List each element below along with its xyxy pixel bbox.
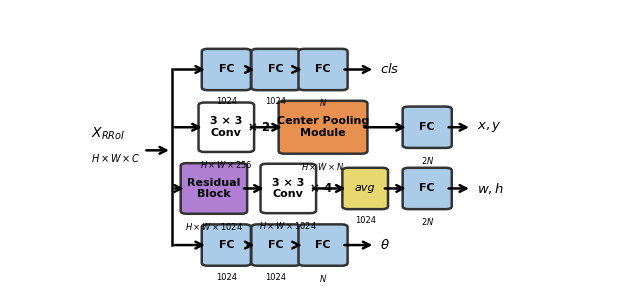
Text: $x, y$: $x, y$ xyxy=(477,120,502,134)
Text: 1024: 1024 xyxy=(355,216,376,225)
Text: $H\times W\times 256$: $H\times W\times 256$ xyxy=(200,159,253,170)
Text: Residual
Block: Residual Block xyxy=(188,178,241,199)
Text: $cls$: $cls$ xyxy=(380,62,399,76)
Text: FC: FC xyxy=(268,240,284,250)
Text: $2N$: $2N$ xyxy=(420,216,434,227)
FancyBboxPatch shape xyxy=(298,224,348,266)
Text: 1024: 1024 xyxy=(266,273,287,282)
Text: $θ$: $θ$ xyxy=(380,238,390,252)
Text: 1024: 1024 xyxy=(216,273,237,282)
Text: × 2: × 2 xyxy=(248,121,270,134)
Text: $H\times W\times N$: $H\times W\times N$ xyxy=(301,160,344,172)
Text: FC: FC xyxy=(316,64,331,74)
Text: FC: FC xyxy=(419,122,435,132)
Text: $X_{RRoI}$: $X_{RRoI}$ xyxy=(91,126,125,142)
Text: 1024: 1024 xyxy=(216,97,237,106)
Text: 3 × 3
Conv: 3 × 3 Conv xyxy=(272,178,305,199)
Text: 3 × 3
Conv: 3 × 3 Conv xyxy=(210,116,243,138)
FancyBboxPatch shape xyxy=(180,163,247,214)
Text: FC: FC xyxy=(419,184,435,194)
Text: FC: FC xyxy=(218,64,234,74)
Text: FC: FC xyxy=(218,240,234,250)
Text: $H\times W\times C$: $H\times W\times C$ xyxy=(91,152,141,164)
Text: $N$: $N$ xyxy=(319,97,327,108)
FancyBboxPatch shape xyxy=(198,103,254,152)
Text: 1024: 1024 xyxy=(266,97,287,106)
Text: avg: avg xyxy=(355,184,376,194)
FancyBboxPatch shape xyxy=(202,224,251,266)
FancyBboxPatch shape xyxy=(202,49,251,90)
FancyBboxPatch shape xyxy=(403,168,452,209)
Text: $H\times W\times 1024$: $H\times W\times 1024$ xyxy=(259,220,317,231)
FancyBboxPatch shape xyxy=(298,49,348,90)
Text: $H\times W\times 1024$: $H\times W\times 1024$ xyxy=(185,221,243,232)
FancyBboxPatch shape xyxy=(260,164,316,213)
FancyBboxPatch shape xyxy=(342,168,388,209)
Text: $2N$: $2N$ xyxy=(420,155,434,166)
Text: Center Pooling
Module: Center Pooling Module xyxy=(277,116,369,138)
FancyBboxPatch shape xyxy=(403,106,452,148)
FancyBboxPatch shape xyxy=(252,49,300,90)
Text: FC: FC xyxy=(316,240,331,250)
Text: $w, h$: $w, h$ xyxy=(477,181,504,196)
FancyBboxPatch shape xyxy=(252,224,300,266)
FancyBboxPatch shape xyxy=(278,101,367,154)
Text: $N$: $N$ xyxy=(319,273,327,284)
Text: × 4: × 4 xyxy=(310,182,332,195)
Text: FC: FC xyxy=(268,64,284,74)
